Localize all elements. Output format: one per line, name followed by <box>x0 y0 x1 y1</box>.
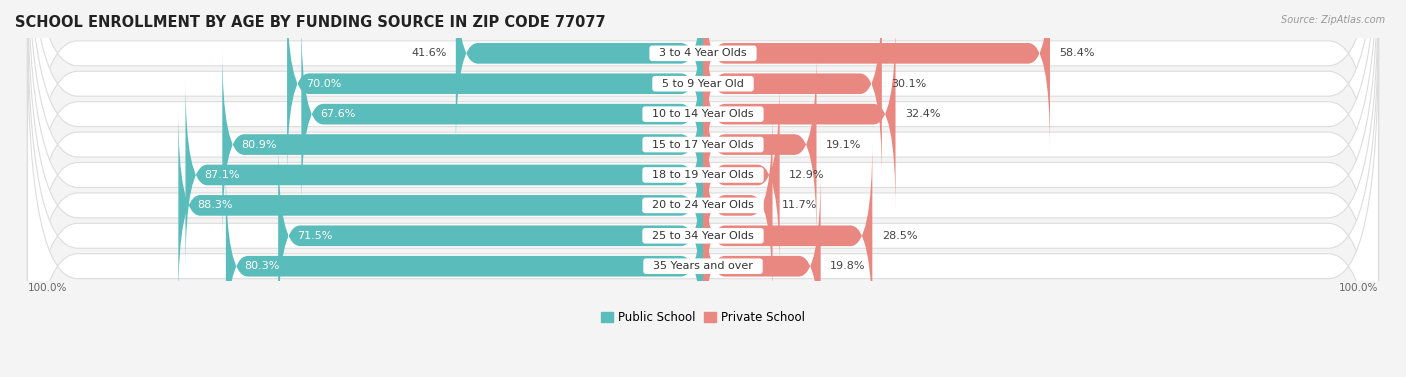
FancyBboxPatch shape <box>287 0 703 180</box>
FancyBboxPatch shape <box>703 140 872 332</box>
FancyBboxPatch shape <box>703 49 817 241</box>
Text: 3 to 4 Year Olds: 3 to 4 Year Olds <box>652 48 754 58</box>
FancyBboxPatch shape <box>226 170 703 362</box>
Text: 30.1%: 30.1% <box>891 79 927 89</box>
FancyBboxPatch shape <box>186 79 703 271</box>
FancyBboxPatch shape <box>28 0 1378 377</box>
FancyBboxPatch shape <box>456 0 703 149</box>
Text: 88.3%: 88.3% <box>197 201 232 210</box>
Text: 19.1%: 19.1% <box>825 139 862 150</box>
Text: Source: ZipAtlas.com: Source: ZipAtlas.com <box>1281 15 1385 25</box>
Text: 35 Years and over: 35 Years and over <box>647 261 759 271</box>
FancyBboxPatch shape <box>703 79 780 271</box>
Legend: Public School, Private School: Public School, Private School <box>596 307 810 329</box>
Text: 87.1%: 87.1% <box>204 170 240 180</box>
FancyBboxPatch shape <box>28 35 1378 377</box>
FancyBboxPatch shape <box>703 0 1050 149</box>
Text: 70.0%: 70.0% <box>307 79 342 89</box>
Text: SCHOOL ENROLLMENT BY AGE BY FUNDING SOURCE IN ZIP CODE 77077: SCHOOL ENROLLMENT BY AGE BY FUNDING SOUR… <box>15 15 606 30</box>
Text: 32.4%: 32.4% <box>905 109 941 119</box>
FancyBboxPatch shape <box>179 109 703 302</box>
FancyBboxPatch shape <box>28 0 1378 314</box>
FancyBboxPatch shape <box>703 109 772 302</box>
Text: 25 to 34 Year Olds: 25 to 34 Year Olds <box>645 231 761 241</box>
Text: 80.3%: 80.3% <box>245 261 280 271</box>
Text: 20 to 24 Year Olds: 20 to 24 Year Olds <box>645 201 761 210</box>
Text: 71.5%: 71.5% <box>297 231 332 241</box>
Text: 15 to 17 Year Olds: 15 to 17 Year Olds <box>645 139 761 150</box>
FancyBboxPatch shape <box>28 0 1378 377</box>
FancyBboxPatch shape <box>28 0 1378 284</box>
FancyBboxPatch shape <box>28 0 1378 345</box>
Text: 58.4%: 58.4% <box>1059 48 1095 58</box>
Text: 80.9%: 80.9% <box>240 139 277 150</box>
FancyBboxPatch shape <box>301 18 703 210</box>
Text: 18 to 19 Year Olds: 18 to 19 Year Olds <box>645 170 761 180</box>
FancyBboxPatch shape <box>28 5 1378 377</box>
FancyBboxPatch shape <box>28 0 1378 375</box>
FancyBboxPatch shape <box>703 18 896 210</box>
FancyBboxPatch shape <box>703 0 882 180</box>
Text: 11.7%: 11.7% <box>782 201 817 210</box>
FancyBboxPatch shape <box>222 49 703 241</box>
Text: 100.0%: 100.0% <box>28 283 67 293</box>
FancyBboxPatch shape <box>278 140 703 332</box>
Text: 28.5%: 28.5% <box>882 231 917 241</box>
Text: 67.6%: 67.6% <box>321 109 356 119</box>
Text: 19.8%: 19.8% <box>830 261 866 271</box>
Text: 12.9%: 12.9% <box>789 170 824 180</box>
FancyBboxPatch shape <box>703 170 821 362</box>
Text: 41.6%: 41.6% <box>411 48 447 58</box>
Text: 100.0%: 100.0% <box>1339 283 1378 293</box>
Text: 5 to 9 Year Old: 5 to 9 Year Old <box>655 79 751 89</box>
Text: 10 to 14 Year Olds: 10 to 14 Year Olds <box>645 109 761 119</box>
